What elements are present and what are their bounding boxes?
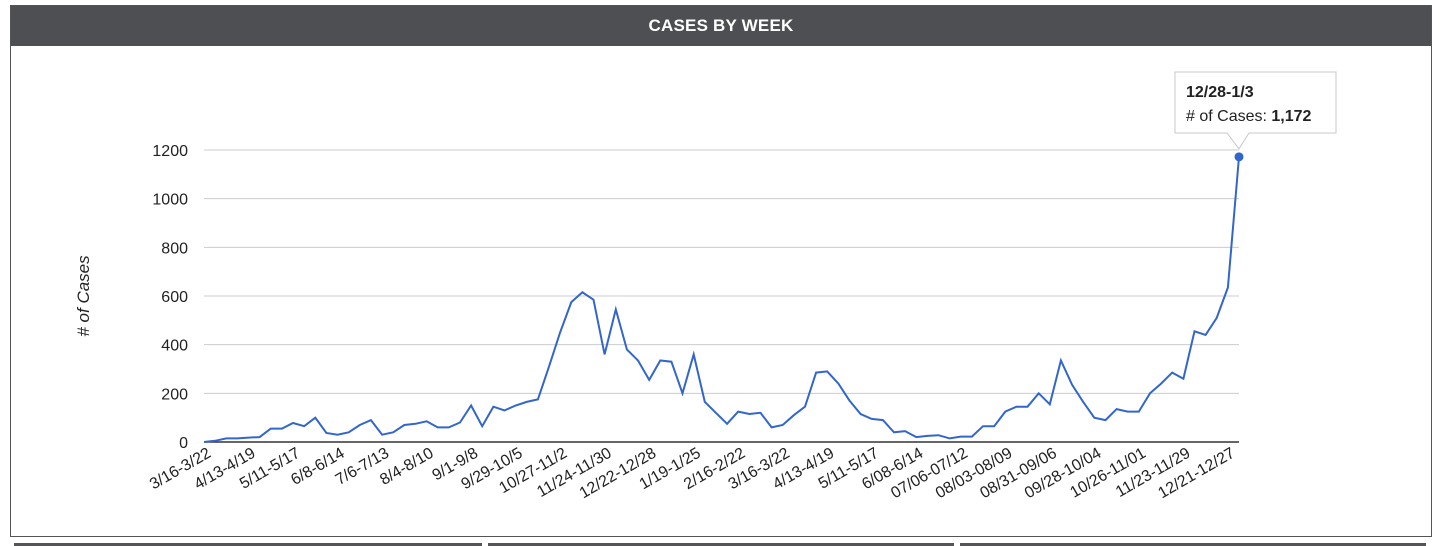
- tooltip-body: # of Cases: 1,172: [1186, 108, 1312, 125]
- x-axis-ticks: 3/16-3/224/13-4/195/11-5/176/8-6/147/6-7…: [147, 445, 1238, 502]
- bottom-panel-edges: [0, 543, 1440, 546]
- y-axis-label: # of Cases: [74, 255, 93, 337]
- y-tick-label: 1000: [152, 192, 188, 209]
- y-tick-label: 400: [161, 338, 188, 355]
- line-chart: 0 200 400 600 800 1000 1200 3/16-3/224/13-4/19…: [74, 71, 1337, 502]
- y-tick-label: 600: [161, 289, 188, 306]
- panel-edge: [488, 543, 954, 546]
- panel-edge: [960, 543, 1426, 546]
- series-line: [203, 156, 1240, 443]
- chart-title: CASES BY WEEK: [11, 6, 1431, 46]
- y-tick-label: 0: [179, 435, 188, 452]
- tooltip-label: # of Cases:: [1186, 108, 1271, 125]
- y-axis-ticks: 0 200 400 600 800 1000 1200: [152, 143, 188, 452]
- y-tick-label: 800: [161, 240, 188, 257]
- highlighted-point[interactable]: [1234, 152, 1244, 162]
- tooltip-value: 1,172: [1271, 108, 1311, 125]
- y-tick-label: 1200: [152, 143, 188, 160]
- tooltip: 12/28-1/3 # of Cases: 1,172: [1174, 71, 1337, 150]
- grid-lines: [204, 149, 1239, 443]
- y-tick-label: 200: [161, 386, 188, 403]
- tooltip-box: [1174, 71, 1337, 150]
- chart-panel: CASES BY WEEK 0 200 400 600 800 1000 1200 3/16…: [10, 5, 1432, 537]
- panel-edge: [14, 543, 482, 546]
- tooltip-title: 12/28-1/3: [1186, 84, 1254, 101]
